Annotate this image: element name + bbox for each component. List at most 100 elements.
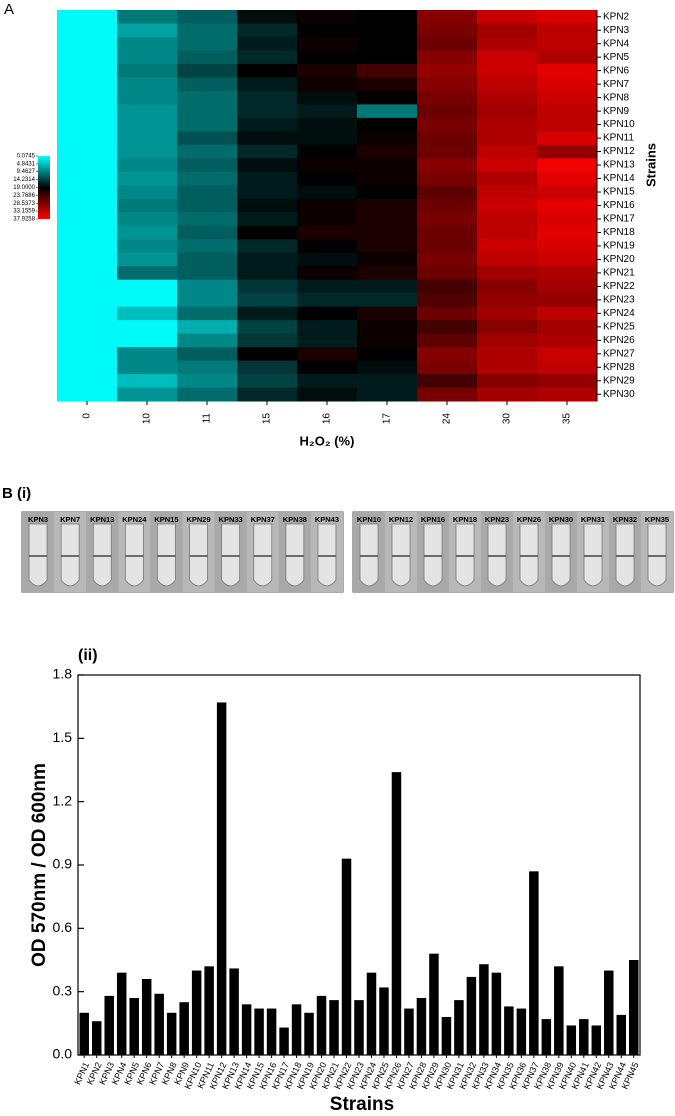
bar — [604, 970, 614, 1055]
heatmap-cell — [237, 50, 298, 65]
y-tick-label: KPN30 — [603, 389, 635, 400]
y-tick-label: KPN13 — [603, 160, 635, 171]
heatmap-cell — [477, 360, 538, 375]
tube — [60, 523, 80, 587]
y-tick-label: KPN15 — [603, 187, 635, 198]
heatmap-cell — [237, 279, 298, 294]
heatmap-cell — [357, 117, 418, 132]
heatmap-cell — [177, 10, 238, 24]
heatmap-cell — [177, 279, 238, 294]
heatmap-cell — [117, 144, 178, 159]
heatmap-cell — [57, 63, 118, 78]
heatmap-cell — [297, 131, 358, 146]
x-tick-label: 35 — [562, 413, 573, 425]
bar — [254, 1008, 264, 1055]
heatmap-cell — [57, 266, 118, 281]
heatmap-cell — [237, 239, 298, 254]
heatmap-cell — [117, 360, 178, 375]
heatmap-cell — [357, 10, 418, 24]
tube — [647, 523, 667, 587]
tube-label: KPN18 — [453, 515, 477, 524]
heatmap-cell — [417, 10, 478, 24]
heatmap-cell — [537, 117, 598, 132]
heatmap-cell — [417, 212, 478, 227]
heatmap-cell — [537, 360, 598, 375]
heatmap-cell — [417, 63, 478, 78]
heatmap-cell — [417, 104, 478, 119]
heatmap-cell — [537, 63, 598, 78]
heatmap-cell — [537, 77, 598, 92]
heatmap-cell — [297, 117, 358, 132]
heatmap-cell — [117, 50, 178, 65]
heatmap-cell — [357, 198, 418, 213]
tube — [221, 523, 241, 587]
heatmap-cell — [297, 320, 358, 335]
heatmap-cell — [237, 117, 298, 132]
heatmap-cell — [417, 252, 478, 267]
heatmap-cell — [357, 36, 418, 51]
heatmap-cell — [117, 374, 178, 389]
heatmap-cell — [417, 50, 478, 65]
bar — [616, 1014, 627, 1055]
bar — [204, 966, 214, 1055]
heatmap-cell — [537, 239, 598, 254]
heatmap-cell — [237, 225, 298, 240]
heatmap-cell — [57, 387, 118, 402]
bar — [116, 972, 127, 1055]
x-tick-label: 15 — [262, 413, 273, 425]
heatmap-cell — [477, 293, 538, 308]
heatmap-cell — [297, 387, 358, 402]
heatmap-cell — [177, 347, 238, 362]
heatmap-cell — [537, 225, 598, 240]
heatmap-cell — [357, 144, 418, 159]
heatmap-cell — [177, 306, 238, 321]
heatmap-cell — [357, 77, 418, 92]
heatmap-cell — [357, 306, 418, 321]
bar — [366, 972, 377, 1055]
colorbar-tick-label: 9.4627 — [17, 169, 36, 175]
bar — [79, 1012, 89, 1055]
heatmap-cell — [297, 279, 358, 294]
heatmap-cell — [237, 77, 298, 92]
heatmap-cell — [417, 131, 478, 146]
heatmap-cell — [117, 306, 178, 321]
bar — [91, 1021, 102, 1055]
heatmap-cell — [57, 117, 118, 132]
heatmap-cell — [417, 306, 478, 321]
tube — [285, 523, 305, 587]
heatmap-cell — [537, 387, 598, 402]
tube — [487, 523, 507, 587]
heatmap-cell — [117, 347, 178, 362]
heatmap-cell — [537, 10, 598, 24]
tube-label: KPN43 — [315, 515, 339, 524]
tube — [519, 523, 539, 587]
heatmap-cell — [117, 131, 178, 146]
heatmap-cell — [477, 36, 538, 51]
heatmap-cell — [297, 144, 358, 159]
bar — [391, 772, 402, 1055]
heatmap-cell — [477, 279, 538, 294]
heatmap-cell — [117, 158, 178, 173]
heatmap-cell — [357, 131, 418, 146]
heatmap-cell — [477, 239, 538, 254]
heatmap-cell — [297, 185, 358, 200]
heatmap-cell — [177, 185, 238, 200]
heatmap-cell — [57, 293, 118, 308]
y-tick-label: KPN14 — [603, 173, 635, 184]
heatmap-cell — [417, 333, 478, 348]
tube-label: KPN10 — [357, 515, 381, 524]
heatmap-cell — [177, 50, 238, 65]
heatmap-cell — [57, 90, 118, 105]
heatmap-cell — [57, 225, 118, 240]
heatmap-cell — [117, 23, 178, 38]
heatmap-cell — [57, 239, 118, 254]
y-tick-label: KPN27 — [603, 348, 635, 359]
y-tick-label: 1.8 — [53, 666, 73, 682]
heatmap-cell — [237, 293, 298, 308]
heatmap-cell — [417, 225, 478, 240]
heatmap-cell — [357, 360, 418, 375]
heatmap-cell — [237, 63, 298, 78]
tube — [455, 523, 475, 587]
heatmap-cell — [177, 293, 238, 308]
tube — [615, 523, 635, 587]
